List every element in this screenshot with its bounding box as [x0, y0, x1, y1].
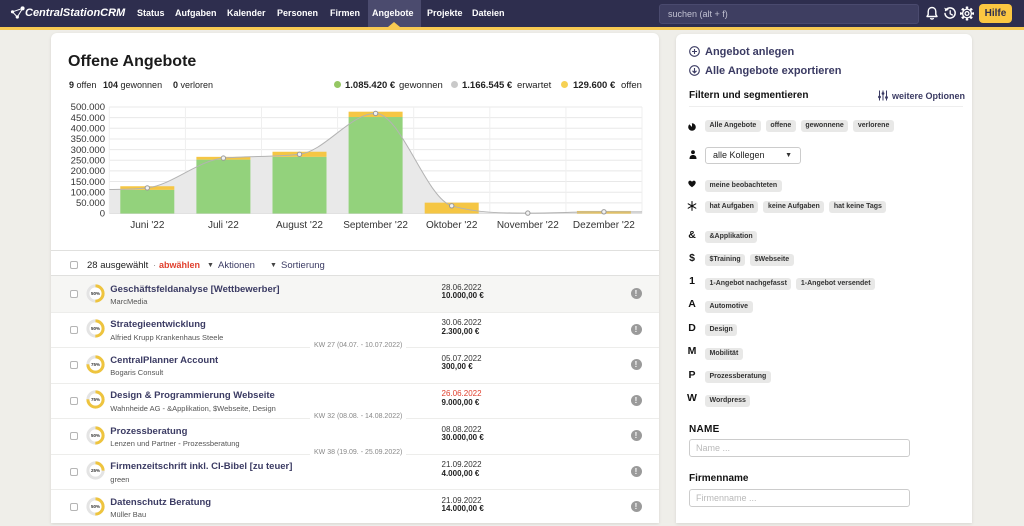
- svg-text:100.000: 100.000: [71, 187, 105, 198]
- svg-text:September '22: September '22: [343, 220, 408, 231]
- svg-text:400.000: 400.000: [71, 124, 105, 135]
- svg-text:0: 0: [100, 209, 105, 220]
- svg-text:50%: 50%: [91, 327, 100, 332]
- svg-text:150.000: 150.000: [71, 177, 105, 188]
- svg-text:50%: 50%: [91, 504, 100, 509]
- svg-text:Dezember '22: Dezember '22: [573, 220, 635, 231]
- svg-text:75%: 75%: [91, 398, 100, 403]
- svg-text:Oktober '22: Oktober '22: [426, 220, 478, 231]
- svg-text:500.000: 500.000: [71, 102, 105, 113]
- svg-text:Juni '22: Juni '22: [130, 220, 165, 231]
- svg-text:450.000: 450.000: [71, 113, 105, 124]
- svg-text:25%: 25%: [91, 469, 100, 474]
- svg-text:75%: 75%: [91, 362, 100, 367]
- svg-text:50%: 50%: [91, 291, 100, 296]
- svg-text:250.000: 250.000: [71, 155, 105, 166]
- svg-text:200.000: 200.000: [71, 166, 105, 177]
- svg-text:50%: 50%: [91, 433, 100, 438]
- svg-text:300.000: 300.000: [71, 145, 105, 156]
- svg-text:Juli '22: Juli '22: [208, 220, 239, 231]
- svg-text:August '22: August '22: [276, 220, 323, 231]
- svg-text:November '22: November '22: [497, 220, 559, 231]
- svg-text:50.000: 50.000: [76, 198, 105, 209]
- svg-text:350.000: 350.000: [71, 134, 105, 145]
